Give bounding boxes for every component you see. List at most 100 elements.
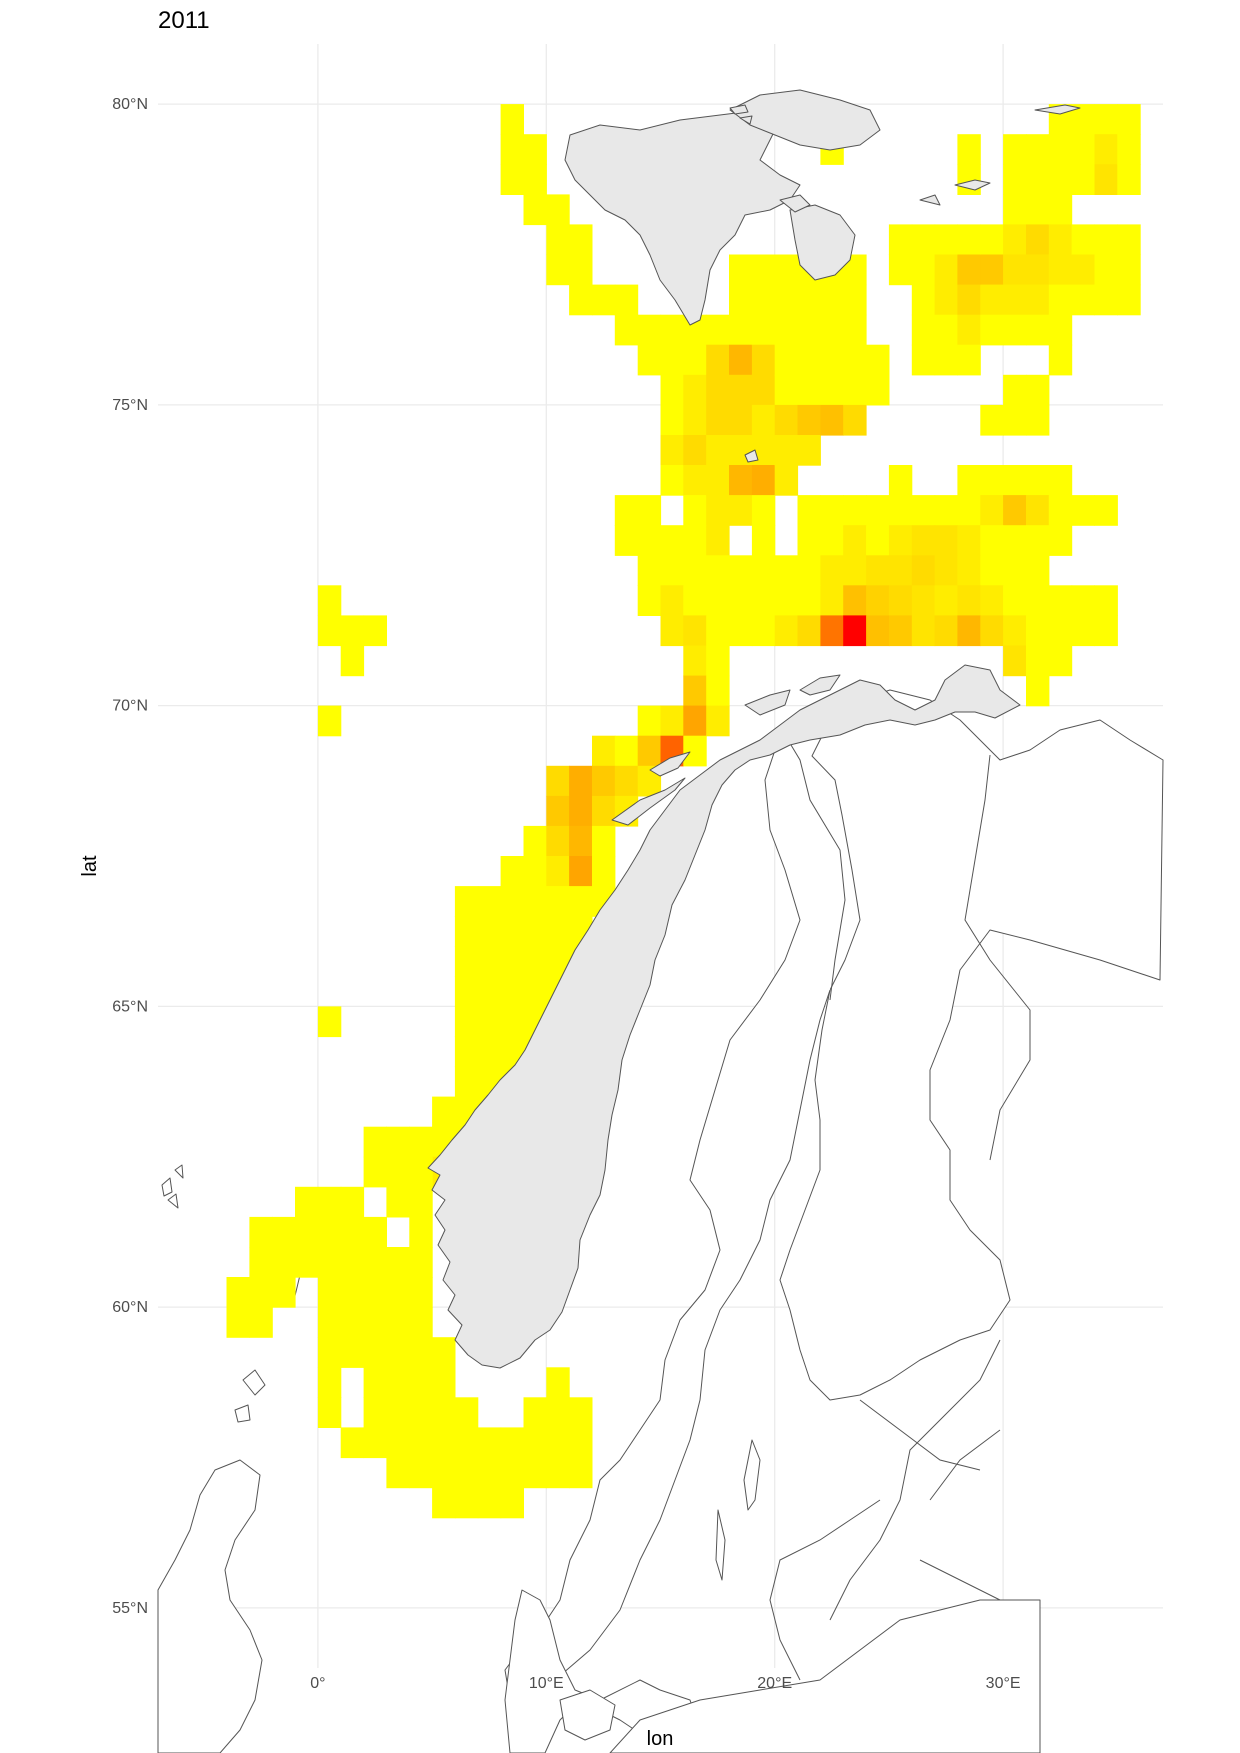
heatmap-cell [820,495,844,526]
heatmap-cell [843,314,867,346]
heatmap-cell [911,585,936,616]
heatmap-cell [1026,164,1050,195]
heatmap-cell [1026,314,1050,346]
chart-title: 2011 [158,7,210,34]
heatmap-cell [614,525,639,556]
heatmap-cell [660,555,684,586]
heatmap-cell [409,1367,433,1398]
heatmap-cell [934,555,958,586]
heatmap-cell [957,495,981,526]
heatmap-cells [226,104,1141,1519]
heatmap-cell [797,284,821,316]
sweden-finland-border [784,734,846,1001]
heatmap-cell [500,856,524,887]
heatmap-cell [980,224,1004,256]
heatmap-cell [523,194,547,226]
heatmap-cell [911,344,936,376]
heatmap-cell [911,495,936,526]
heatmap-cell [980,465,1004,496]
heatmap-cell [569,284,593,316]
heatmap-cell [980,404,1004,436]
heatmap-cell [729,585,753,616]
heatmap-cell [957,585,981,616]
zealand-island [559,1689,616,1741]
heatmap-cell [569,765,593,797]
heatmap-cell [1003,585,1027,616]
heatmap-cell [843,404,867,436]
nordaustlandet-island [729,89,881,151]
heatmap-cell [683,615,707,647]
heatmap-cell [774,254,799,286]
heatmap-cell [546,946,570,977]
heatmap-cell [340,615,365,647]
heatmap-cell [363,1397,387,1428]
heatmap-cell [523,1397,547,1428]
heatmap-cell [386,1156,410,1188]
heatmap-cell [1048,465,1073,496]
heatmap-cell [934,224,958,256]
heatmap-cell [500,164,524,195]
heatmap-cell [797,374,821,406]
heatmap-cell [272,1277,296,1308]
heatmap-cell [340,1216,365,1248]
heatmap-cell [363,1216,387,1248]
heatmap-cell [432,1337,456,1368]
heatmap-cell [911,525,936,556]
heatmap-cell [774,555,799,586]
lofoten-islands [611,751,691,826]
finland-russia-border [964,754,1031,1161]
heatmap-cell [1071,254,1095,286]
heatmap-cell [500,916,524,947]
heatmap-cell [477,946,502,977]
heatmap-cell [1003,404,1027,436]
baltic-coast-land [609,1599,1041,1753]
heatmap-cell [477,886,502,917]
heatmap-cell [683,735,707,767]
heatmap-cell [797,344,821,376]
heatmap-cell [409,1307,433,1338]
heatmap-cell [843,374,867,406]
heatmap-cell [774,435,799,466]
heatmap-cell [546,194,570,226]
heatmap-cell [500,886,524,917]
heatmap-cell [751,344,776,376]
faroe-islands [161,1164,184,1209]
heatmap-cell [1003,495,1027,526]
heatmap-cell [683,705,707,737]
small-islands-north [729,104,753,125]
heatmap-cell [592,765,616,797]
edgeoya-island [789,204,856,281]
heatmap-cell [592,825,616,857]
heatmap-cell [751,284,776,316]
heatmap-cell [454,1487,479,1519]
heatmap-cell [477,1487,502,1519]
heatmap-cell [1003,224,1027,256]
y-axis-title: lat [79,855,101,877]
heatmap-cell [820,344,844,376]
heatmap-cell [637,585,662,616]
heatmap-cell [454,1457,479,1489]
heatmap-cell [523,134,547,165]
heatmap-cell [1003,314,1027,346]
heatmap-cell [820,615,844,647]
heatmap-cell [1026,134,1050,165]
heatmap-cell [546,765,570,797]
heatmap-cell [386,1457,410,1489]
heatmap-cell [980,615,1004,647]
heatmap-cell [1003,254,1027,286]
heatmap-cell [386,1126,410,1158]
heatmap-cell [1117,254,1141,286]
heatmap-cell [866,344,890,376]
y-tick-label: 75°N [112,397,148,414]
heatmap-cell [454,946,479,977]
heatmap-cell [409,1277,433,1308]
heatmap-cell [888,495,913,526]
heatmap-cell [1048,284,1073,316]
heatmap-cell [888,585,913,616]
heatmap-cell [729,555,753,586]
heatmap-cell [454,976,479,1007]
kong-karls-land [919,179,991,206]
heatmap-cell [706,314,730,346]
heatmap-cell [592,284,616,316]
heatmap-cell [500,104,524,135]
